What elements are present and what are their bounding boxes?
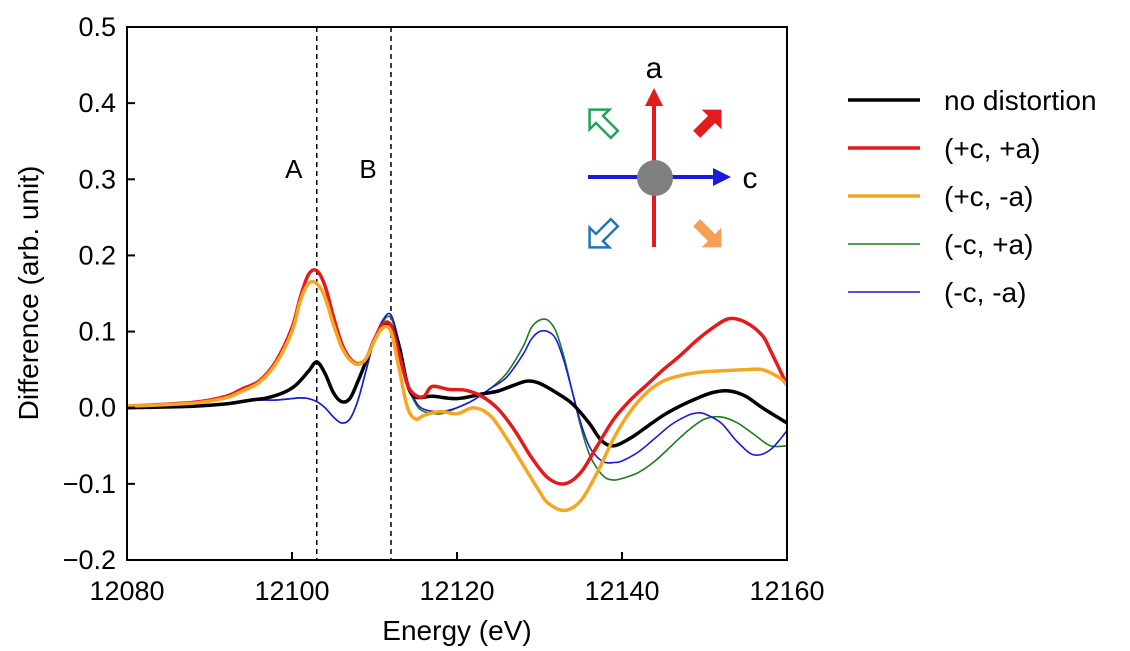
vertical-reference-lines [316, 27, 392, 560]
orientation-inset: a c [588, 52, 758, 249]
x-tick-label: 12120 [419, 576, 494, 606]
down-right-filled-arrow-icon [693, 219, 722, 248]
y-tick-label: −0.1 [63, 469, 116, 499]
x-tick-label: 12100 [254, 576, 329, 606]
x-tick-label: 12140 [584, 576, 659, 606]
plot-frame [126, 26, 788, 561]
a-axis-arrowhead [645, 88, 663, 106]
series-line-no-distortion [127, 322, 787, 448]
atom-center [637, 160, 673, 196]
x-tick-label: 12080 [89, 576, 164, 606]
legend: no distortion (+c, +a) (+c, -a) (-c, +a) (-c… [848, 85, 1097, 308]
c-axis-label: c [743, 162, 758, 195]
y-tick-label: 0.1 [78, 317, 116, 347]
legend-label-no-distortion: no distortion [944, 85, 1097, 116]
up-left-hollow-arrow-icon [588, 108, 620, 140]
y-axis-title: Difference (arb. unit) [13, 166, 44, 421]
legend-label-c-a: (-c, +a) [944, 229, 1033, 260]
down-left-hollow-arrow-icon [588, 217, 620, 249]
x-tick-label: 12160 [749, 576, 824, 606]
y-tick-label: 0.2 [78, 240, 116, 270]
y-tick-label: −0.2 [63, 545, 116, 575]
y-tick-label: 0.5 [78, 12, 116, 42]
series-line-c-a [127, 279, 787, 513]
legend-label-c-a: (+c, -a) [944, 181, 1033, 212]
y-axis-ticks: −0.2 −0.1 0.0 0.1 0.2 0.3 0.4 0.5 [63, 12, 135, 575]
legend-label-c-a: (+c, +a) [944, 133, 1040, 164]
peak-label-a: A [285, 154, 303, 184]
up-right-filled-arrow-icon [693, 109, 722, 138]
legend-label-c-a: (-c, -a) [944, 277, 1026, 308]
y-tick-label: 0.0 [78, 393, 116, 423]
y-tick-label: 0.4 [78, 88, 116, 118]
c-axis-arrowhead [713, 168, 731, 186]
y-tick-label: 0.3 [78, 164, 116, 194]
series-line-c-a [127, 268, 787, 486]
peak-label-b: B [359, 154, 376, 184]
x-axis-title: Energy (eV) [382, 615, 531, 646]
x-axis-ticks: 12080 12100 12120 12140 12160 [89, 552, 825, 606]
a-axis-label: a [646, 52, 663, 85]
series-lines [127, 268, 787, 513]
